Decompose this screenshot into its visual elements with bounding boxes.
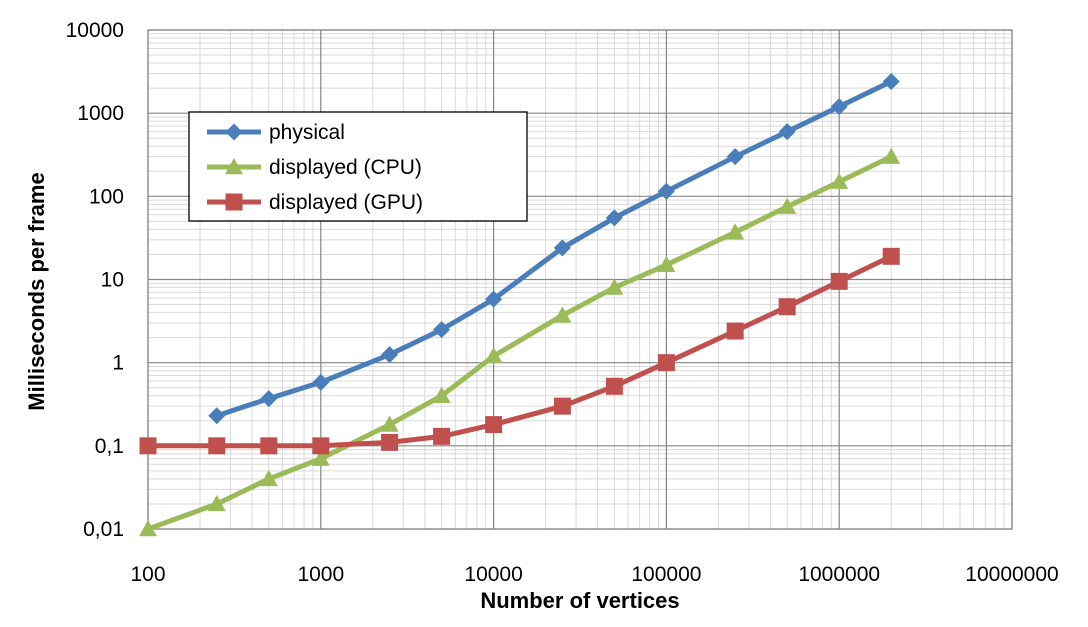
data-point	[778, 298, 796, 316]
y-tick-label: 0,01	[83, 518, 124, 541]
data-point	[260, 390, 278, 408]
x-axis-tick-labels: 100 1000 10000 100000 1000000 10000000	[130, 563, 1058, 586]
y-axis-tick-labels: 0,01 0,1 1 10 100 1000 10000	[66, 19, 124, 541]
data-point	[657, 255, 676, 273]
x-tick-label: 1000000	[798, 563, 880, 586]
data-point	[208, 437, 226, 455]
x-axis-title: Number of vertices	[480, 588, 679, 613]
y-tick-label: 10000	[66, 19, 124, 42]
data-point	[657, 182, 675, 200]
x-tick-label: 10000	[464, 563, 522, 586]
x-tick-label: 1000	[297, 563, 344, 586]
data-point	[260, 437, 278, 455]
data-point	[605, 209, 623, 227]
legend-swatch-marker	[225, 158, 243, 175]
data-point	[381, 433, 399, 451]
legend-item: displayed (GPU)	[207, 191, 423, 214]
y-axis-title: Milliseconds per frame	[24, 172, 49, 410]
x-tick-label: 100	[130, 563, 165, 586]
legend-label: displayed (GPU)	[269, 191, 423, 214]
y-tick-label: 10	[101, 269, 124, 292]
series-2	[139, 247, 900, 455]
data-point	[726, 223, 745, 240]
data-point	[484, 347, 503, 364]
y-tick-label: 100	[89, 185, 124, 208]
data-point	[432, 386, 451, 403]
data-point	[882, 147, 901, 164]
data-point	[207, 494, 226, 512]
data-point	[485, 416, 503, 434]
data-point	[605, 278, 624, 295]
data-point	[208, 407, 226, 425]
data-point	[882, 73, 900, 91]
data-point	[311, 449, 330, 466]
data-point	[605, 377, 623, 395]
series-0	[208, 73, 900, 425]
y-tick-label: 0,1	[95, 435, 124, 458]
y-tick-label: 1000	[77, 102, 124, 125]
legend-swatch-marker	[225, 123, 243, 141]
series-1	[139, 147, 901, 537]
data-point	[312, 373, 330, 391]
data-point	[485, 290, 503, 308]
data-point	[726, 322, 744, 340]
data-point	[381, 346, 399, 364]
data-point	[312, 437, 330, 455]
x-tick-label: 10000000	[965, 563, 1058, 586]
data-point	[778, 197, 797, 214]
series-layer	[139, 73, 901, 537]
series-line	[145, 154, 894, 532]
data-point	[553, 239, 571, 257]
series-line	[145, 253, 894, 449]
data-point	[139, 437, 157, 455]
data-point	[553, 306, 572, 323]
legend-item: physical	[207, 121, 345, 144]
data-point	[380, 415, 399, 432]
data-point	[830, 172, 849, 189]
data-point	[726, 148, 744, 166]
data-point	[830, 272, 848, 290]
plot-area	[147, 29, 1013, 530]
data-point	[778, 123, 796, 141]
legend-item: displayed (CPU)	[207, 156, 422, 179]
data-point	[259, 469, 278, 487]
data-point	[433, 321, 451, 339]
data-point	[830, 98, 848, 116]
data-point	[553, 397, 571, 415]
x-tick-label: 100000	[631, 563, 701, 586]
data-point	[657, 354, 675, 372]
data-point	[882, 247, 900, 265]
legend-label: physical	[269, 121, 345, 144]
legend-swatch-marker	[225, 193, 243, 211]
legend: physical displayed (CPU) displayed (GPU)	[188, 111, 528, 222]
legend-label: displayed (CPU)	[269, 156, 422, 179]
data-point	[433, 427, 451, 445]
y-tick-label: 1	[112, 352, 124, 375]
data-point	[139, 520, 157, 537]
